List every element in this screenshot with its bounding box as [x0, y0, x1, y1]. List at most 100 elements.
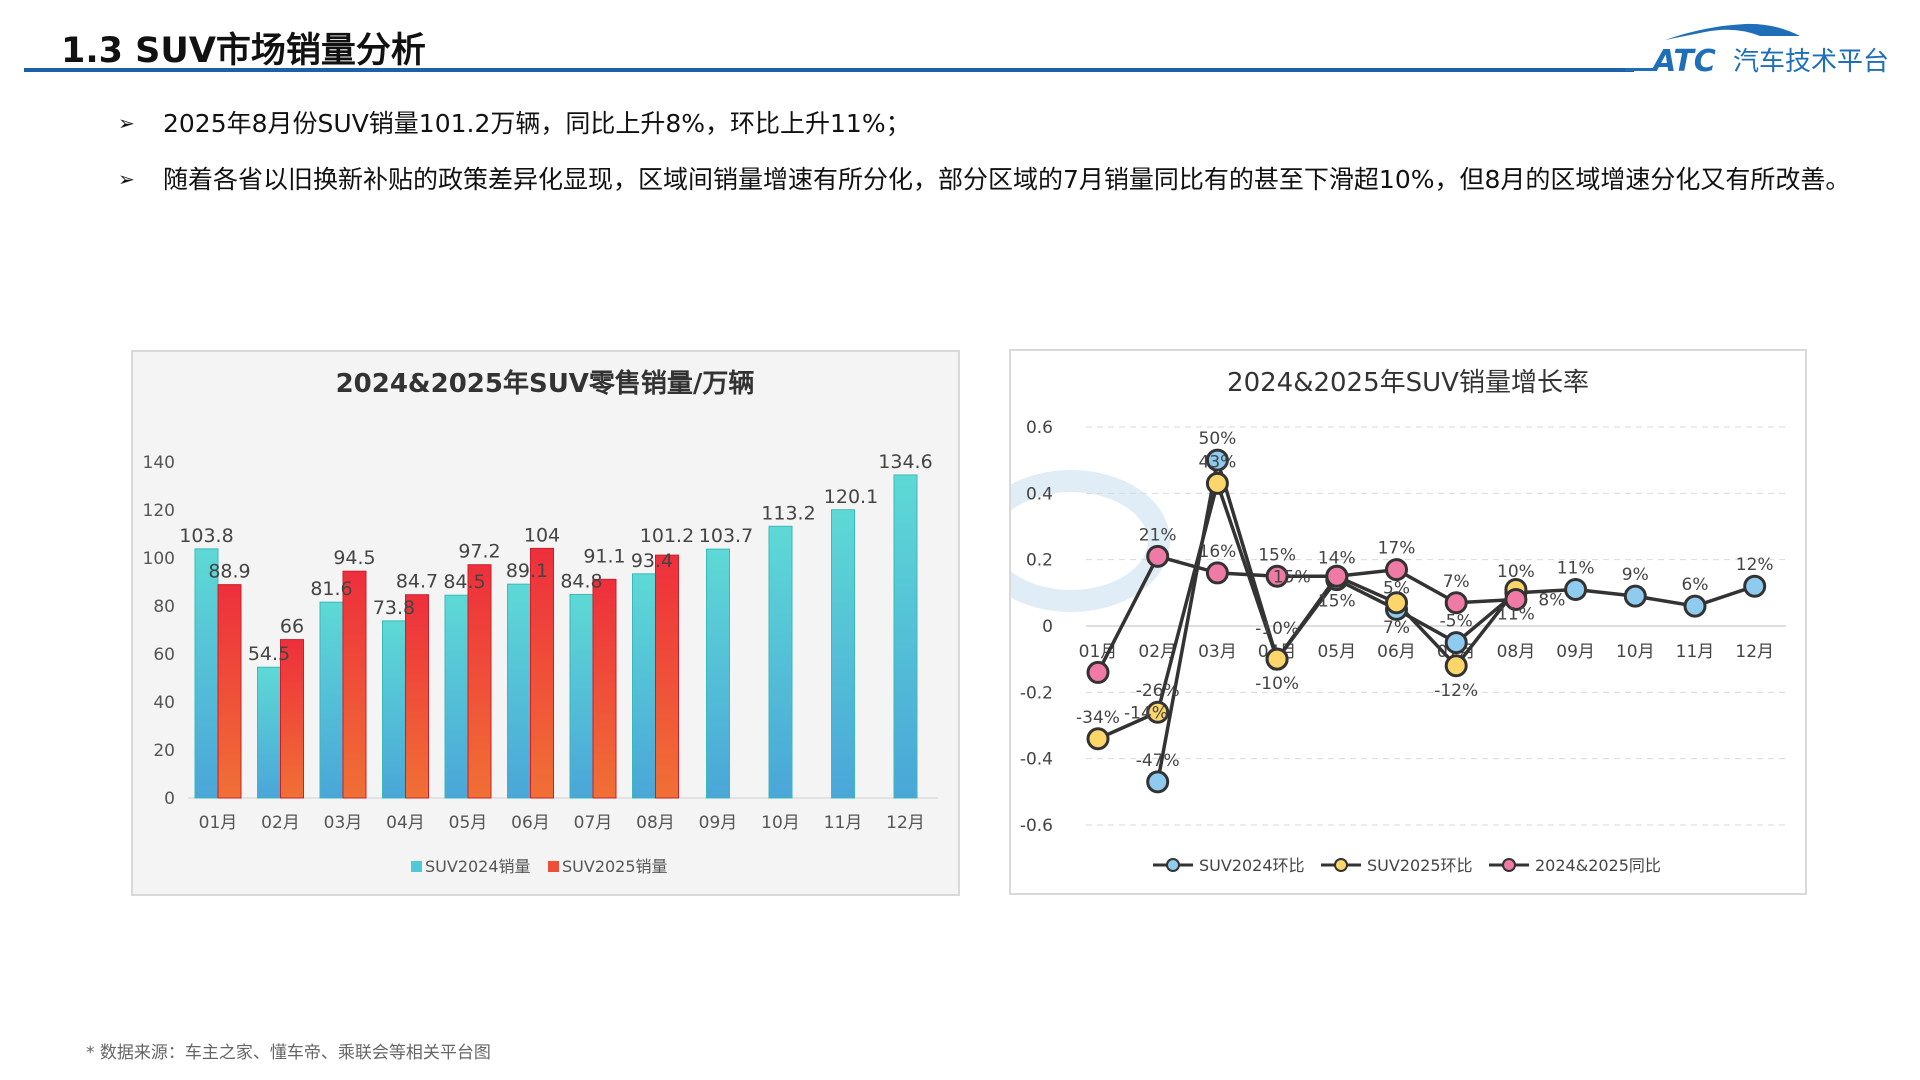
legend-swatch [411, 861, 422, 872]
x-tick-label: 02月 [1138, 642, 1177, 662]
arrow-bullet-icon: ➢ [118, 167, 135, 191]
bar-SUV2024销量 [706, 548, 730, 799]
data-label: -47% [1136, 751, 1180, 771]
legend-swatch [548, 861, 559, 872]
y-tick-label: 0.4 [1026, 484, 1053, 504]
y-tick-label: 20 [153, 741, 175, 761]
series-line-SUV2025环比 [1097, 477, 1518, 741]
y-tick-label: 100 [143, 549, 175, 569]
data-point [1205, 448, 1229, 472]
arrow-bullet-icon: ➢ [118, 111, 135, 135]
data-label: 134.6 [878, 451, 932, 473]
y-tick-label: 140 [143, 453, 175, 473]
data-point [1205, 471, 1229, 495]
data-point [1444, 591, 1468, 615]
data-label: 113.2 [761, 502, 815, 524]
x-tick-label: 01月 [199, 813, 238, 833]
legend-label: 2024&2025同比 [1535, 856, 1661, 875]
data-label: 84.8 [560, 570, 602, 592]
x-tick-label: 08月 [1497, 642, 1536, 662]
data-point [1444, 654, 1468, 678]
data-point [1205, 561, 1229, 585]
x-tick-label: 12月 [886, 813, 925, 833]
bar-SUV2024销量 [257, 666, 281, 799]
bar-SUV2024销量 [768, 525, 793, 799]
data-label: 89.1 [506, 560, 548, 582]
legend-label: SUV2024销量 [425, 857, 531, 876]
svg-text:汽车技术平台: 汽车技术平台 [1733, 47, 1889, 77]
x-tick-label: 06月 [511, 813, 550, 833]
data-label: -34% [1076, 708, 1120, 728]
data-label: 7% [1383, 618, 1410, 638]
data-label: 93.4 [631, 550, 673, 572]
data-label: 66 [280, 616, 304, 638]
data-label: 91.1 [583, 545, 625, 567]
x-tick-label: 11月 [1676, 642, 1715, 662]
data-label: 104 [524, 524, 560, 546]
data-label: 50% [1199, 429, 1237, 449]
sales-bar-chart-panel: 2024&2025年SUV零售销量/万辆 0 20 40 60 80 100 120 140 01… [131, 350, 960, 896]
x-tick-label: 09月 [699, 813, 738, 833]
growth-line-chart: 2024&2025年SUV销量增长率 -0.6 -0.4 -0.2 0 0.2 0.4 0.6… [972, 368, 1786, 875]
data-label: 120.1 [824, 486, 878, 508]
data-label: 97.2 [458, 541, 500, 563]
page-title: 1.3 SUV市场销量分析 [61, 31, 426, 71]
data-point [1146, 770, 1170, 794]
legend-label: SUV2025环比 [1367, 856, 1473, 875]
x-tick-label: 02月 [261, 813, 300, 833]
data-label: 15% [1258, 545, 1296, 565]
x-tick-label: 09月 [1556, 642, 1595, 662]
bar-SUV2024销量 [444, 594, 469, 799]
data-point [1146, 700, 1170, 724]
legend-label: SUV2024环比 [1199, 856, 1305, 875]
y-tick-label: -0.6 [1020, 816, 1053, 836]
y-tick-label: 0.2 [1026, 551, 1053, 571]
bar-SUV2024销量 [507, 583, 531, 799]
data-label: 81.6 [310, 578, 352, 600]
data-point [1265, 647, 1289, 671]
data-point [1564, 578, 1588, 602]
bar-SUV2025销量 [467, 564, 492, 799]
data-point [1325, 564, 1349, 588]
x-tick-label: 11月 [824, 813, 863, 833]
atc-logo: ATC 汽车技术平台 [1625, 23, 1889, 79]
bar-SUV2024销量 [569, 593, 594, 799]
data-label: 43% [1199, 452, 1237, 472]
data-point [1086, 727, 1110, 751]
data-label: 10% [1497, 562, 1535, 582]
data-source-footnote: * 数据来源：车主之家、懂车帝、乘联会等相关平台图 [86, 1043, 491, 1063]
data-point [1086, 660, 1110, 684]
bar-SUV2025销量 [405, 594, 429, 799]
bar-SUV2024销量 [632, 573, 656, 799]
y-tick-label: 0 [164, 789, 175, 809]
title-divider [24, 68, 1634, 72]
data-point [1504, 587, 1528, 611]
data-label: -5% [1440, 612, 1473, 632]
data-point [1385, 558, 1408, 582]
bar-SUV2024销量 [893, 474, 918, 799]
bar-SUV2025销量 [280, 639, 304, 799]
data-label: 15% [1273, 567, 1311, 587]
data-label: 9% [1622, 565, 1649, 585]
x-tick-label: 07月 [574, 813, 613, 833]
data-label: 21% [1139, 525, 1177, 545]
data-label: 94.5 [333, 547, 375, 569]
data-label: 54.5 [248, 643, 290, 665]
bar-SUV2024销量 [382, 620, 406, 799]
y-tick-label: 60 [153, 645, 175, 665]
data-point [1444, 631, 1468, 655]
data-label: 84.5 [443, 571, 485, 593]
legend-marker [1166, 858, 1180, 872]
data-label: 5% [1383, 578, 1410, 598]
legend-label: SUV2025销量 [562, 857, 668, 876]
y-tick-label: 0 [1042, 617, 1053, 637]
y-tick-label: 40 [153, 693, 175, 713]
chart-title: 2024&2025年SUV零售销量/万辆 [336, 368, 755, 399]
data-label: 84.7 [396, 571, 438, 593]
chart-title: 2024&2025年SUV销量增长率 [1227, 368, 1589, 398]
data-label: 103.7 [699, 525, 753, 547]
data-label: -14% [1124, 703, 1168, 723]
legend-marker [1334, 858, 1348, 872]
data-label: 6% [1682, 575, 1709, 595]
x-tick-label: 05月 [449, 813, 488, 833]
